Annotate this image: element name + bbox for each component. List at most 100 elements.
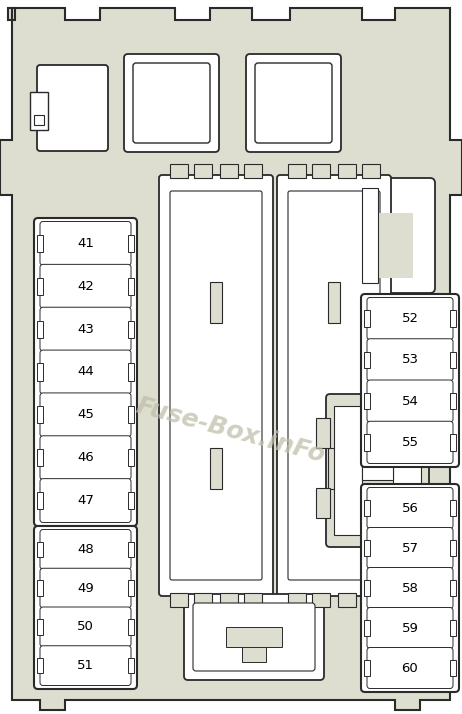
FancyBboxPatch shape <box>367 568 453 608</box>
Bar <box>34 115 44 125</box>
FancyBboxPatch shape <box>40 645 131 685</box>
Bar <box>364 500 370 516</box>
Bar <box>288 593 306 607</box>
FancyBboxPatch shape <box>326 394 429 547</box>
FancyBboxPatch shape <box>361 294 459 467</box>
Bar <box>128 658 134 673</box>
Text: 51: 51 <box>77 659 94 672</box>
Bar <box>244 164 262 178</box>
Bar <box>450 311 456 327</box>
Bar <box>288 164 306 178</box>
Bar <box>128 363 134 381</box>
Bar <box>210 448 222 489</box>
Text: 60: 60 <box>401 661 419 675</box>
Bar <box>194 593 212 607</box>
Bar <box>425 488 439 518</box>
Bar <box>316 418 330 448</box>
Bar <box>338 593 356 607</box>
Text: 55: 55 <box>401 436 419 449</box>
Bar <box>450 540 456 556</box>
Bar <box>362 164 380 178</box>
FancyBboxPatch shape <box>367 421 453 463</box>
Bar <box>128 406 134 423</box>
Text: 46: 46 <box>77 451 94 464</box>
Bar <box>128 542 134 557</box>
Bar <box>364 660 370 676</box>
Bar <box>37 449 43 466</box>
Bar <box>450 351 456 368</box>
Bar <box>362 188 378 283</box>
FancyBboxPatch shape <box>133 63 210 143</box>
Bar <box>37 235 43 252</box>
Bar <box>375 213 413 278</box>
Polygon shape <box>0 8 462 710</box>
Bar <box>128 449 134 466</box>
Bar <box>334 406 362 535</box>
Bar <box>128 580 134 596</box>
Text: 50: 50 <box>77 620 94 633</box>
FancyBboxPatch shape <box>40 393 131 437</box>
Bar <box>328 448 340 489</box>
Bar <box>194 164 212 178</box>
Text: 48: 48 <box>77 543 94 556</box>
FancyBboxPatch shape <box>34 218 137 526</box>
Bar <box>170 164 188 178</box>
FancyBboxPatch shape <box>367 380 453 422</box>
Bar <box>128 235 134 252</box>
Text: 41: 41 <box>77 237 94 250</box>
FancyBboxPatch shape <box>40 607 131 647</box>
Bar <box>450 660 456 676</box>
Text: 56: 56 <box>401 501 419 515</box>
Bar <box>312 164 330 178</box>
Text: 44: 44 <box>77 366 94 378</box>
Bar <box>328 282 340 323</box>
Bar <box>425 418 439 448</box>
Bar <box>37 619 43 635</box>
Text: Fuse-Box.inFo: Fuse-Box.inFo <box>134 393 328 467</box>
FancyBboxPatch shape <box>40 307 131 351</box>
Text: 47: 47 <box>77 494 94 507</box>
Bar <box>242 634 266 662</box>
FancyBboxPatch shape <box>277 175 391 596</box>
Text: 42: 42 <box>77 280 94 293</box>
Bar <box>450 393 456 409</box>
FancyBboxPatch shape <box>367 298 453 340</box>
FancyBboxPatch shape <box>367 488 453 528</box>
FancyBboxPatch shape <box>288 191 380 580</box>
Bar <box>312 593 330 607</box>
Bar <box>450 580 456 596</box>
FancyBboxPatch shape <box>193 603 315 671</box>
Bar <box>37 542 43 557</box>
Bar <box>128 278 134 295</box>
Bar <box>364 434 370 451</box>
Bar <box>37 278 43 295</box>
Bar <box>364 620 370 636</box>
Bar <box>37 406 43 423</box>
Bar <box>364 393 370 409</box>
Bar <box>362 460 393 480</box>
FancyBboxPatch shape <box>124 54 219 152</box>
FancyBboxPatch shape <box>367 528 453 568</box>
Bar <box>364 540 370 556</box>
FancyBboxPatch shape <box>40 350 131 394</box>
Bar <box>37 321 43 338</box>
Text: 57: 57 <box>401 541 419 555</box>
FancyBboxPatch shape <box>40 478 131 523</box>
Bar <box>37 658 43 673</box>
Text: 54: 54 <box>401 395 419 408</box>
Text: 45: 45 <box>77 408 94 421</box>
FancyBboxPatch shape <box>367 648 453 688</box>
FancyBboxPatch shape <box>40 436 131 480</box>
FancyBboxPatch shape <box>361 484 459 692</box>
Text: 52: 52 <box>401 312 419 325</box>
Text: 58: 58 <box>401 581 419 595</box>
FancyBboxPatch shape <box>367 608 453 648</box>
Bar <box>128 492 134 509</box>
FancyBboxPatch shape <box>40 568 131 608</box>
Bar <box>450 620 456 636</box>
Bar <box>170 593 188 607</box>
Bar <box>338 164 356 178</box>
Bar <box>393 406 421 535</box>
Bar <box>450 500 456 516</box>
Bar <box>450 434 456 451</box>
